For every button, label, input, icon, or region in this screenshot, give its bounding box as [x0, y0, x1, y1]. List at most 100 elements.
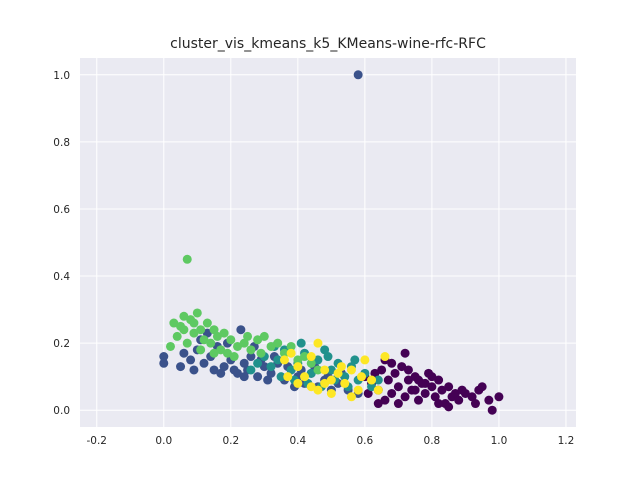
data-point — [300, 352, 310, 362]
data-point — [293, 362, 303, 372]
data-point — [279, 348, 289, 358]
data-point — [403, 365, 413, 375]
data-point — [176, 362, 186, 372]
data-point — [286, 341, 296, 351]
data-point — [457, 385, 467, 395]
data-point — [346, 365, 356, 375]
data-point — [420, 378, 430, 388]
data-point — [296, 338, 306, 348]
x-tick-label: 0.6 — [357, 435, 374, 447]
data-point — [253, 335, 263, 345]
data-point — [367, 375, 377, 385]
data-point — [434, 399, 444, 409]
data-point — [192, 308, 202, 318]
data-point — [189, 328, 199, 338]
data-point — [437, 385, 447, 395]
data-point — [380, 352, 390, 362]
data-point — [273, 338, 283, 348]
data-point — [377, 365, 387, 375]
data-point — [360, 355, 370, 365]
data-point — [263, 375, 273, 385]
data-point — [340, 372, 350, 382]
data-point — [434, 375, 444, 385]
data-point — [209, 325, 219, 335]
data-point — [202, 318, 212, 328]
data-point — [246, 352, 256, 362]
data-point — [239, 372, 249, 382]
data-point — [357, 372, 367, 382]
data-point — [306, 358, 316, 368]
data-point — [229, 365, 239, 375]
data-point — [410, 385, 420, 395]
data-point — [477, 382, 487, 392]
data-point — [400, 392, 410, 402]
data-point — [363, 388, 373, 398]
data-point — [159, 358, 169, 368]
data-point — [467, 392, 477, 402]
x-tick-label: 1.0 — [491, 435, 508, 447]
x-tick-label: 0.2 — [222, 435, 239, 447]
data-point — [400, 348, 410, 358]
data-point — [444, 382, 454, 392]
data-point — [293, 355, 303, 365]
data-point — [179, 311, 189, 321]
x-tick-label: -0.2 — [87, 435, 108, 447]
data-point — [494, 392, 504, 402]
data-point — [430, 392, 440, 402]
data-point — [313, 338, 323, 348]
cluster-series-4 — [279, 338, 390, 402]
data-point — [239, 358, 249, 368]
data-point — [320, 378, 330, 388]
x-tick-label: 0.4 — [289, 435, 306, 447]
data-point — [450, 388, 460, 398]
data-point — [202, 328, 212, 338]
data-point — [444, 402, 454, 412]
x-tick-label: 0.0 — [155, 435, 172, 447]
data-point — [243, 331, 253, 341]
chart-title: cluster_vis_kmeans_k5_KMeans-wine-rfc-RF… — [170, 36, 486, 52]
data-point — [216, 345, 226, 355]
data-point — [182, 254, 192, 264]
data-point — [199, 335, 209, 345]
data-point — [340, 378, 350, 388]
data-point — [397, 362, 407, 372]
data-point — [346, 392, 356, 402]
y-tick-label: 0.2 — [53, 338, 70, 350]
data-point — [246, 345, 256, 355]
data-point — [276, 372, 286, 382]
data-point — [413, 375, 423, 385]
data-point — [179, 348, 189, 358]
data-point — [320, 365, 330, 375]
data-point — [367, 382, 377, 392]
data-point — [383, 375, 393, 385]
data-point — [283, 372, 293, 382]
data-point — [236, 325, 246, 335]
data-point — [336, 362, 346, 372]
y-tick-label: 0.0 — [53, 405, 70, 417]
data-points — [159, 70, 504, 415]
data-point — [293, 378, 303, 388]
data-point — [253, 358, 263, 368]
data-point — [233, 341, 243, 351]
data-point — [326, 388, 336, 398]
data-point — [169, 318, 179, 328]
data-point — [427, 372, 437, 382]
data-point — [266, 368, 276, 378]
data-point — [196, 345, 206, 355]
data-point — [350, 355, 360, 365]
data-point — [373, 375, 383, 385]
data-point — [196, 325, 206, 335]
data-point — [159, 352, 169, 362]
data-point — [259, 362, 269, 372]
data-point — [306, 382, 316, 392]
y-tick-label: 0.4 — [53, 271, 70, 283]
data-point — [165, 341, 175, 351]
data-point — [484, 395, 494, 405]
x-tick-labels: -0.2 0.0 0.2 0.4 0.6 0.8 1.0 1.2 — [87, 435, 575, 447]
x-tick-label: 0.8 — [424, 435, 441, 447]
data-point — [320, 345, 330, 355]
data-point — [313, 355, 323, 365]
data-point — [179, 325, 189, 335]
data-point — [209, 348, 219, 358]
